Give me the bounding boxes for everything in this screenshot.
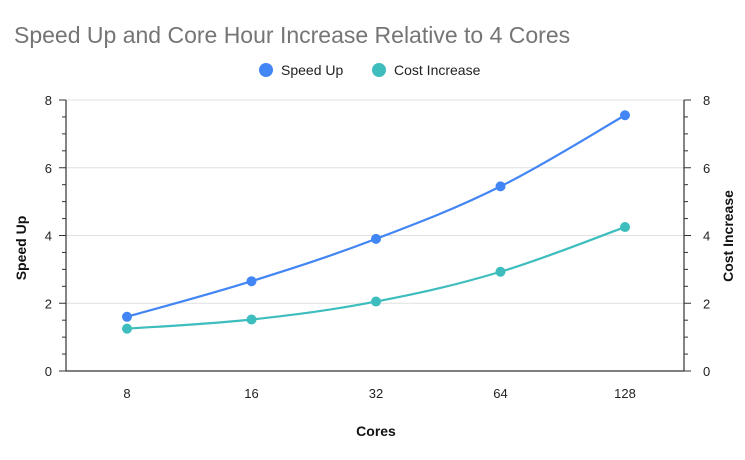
chart-title: Speed Up and Core Hour Increase Relative… — [14, 22, 570, 48]
legend-label: Speed Up — [281, 62, 343, 78]
y-axis-title-right: Cost Increase — [720, 190, 736, 282]
data-point[interactable] — [495, 266, 506, 277]
legend-item[interactable]: Speed Up — [259, 62, 343, 78]
data-point[interactable] — [495, 181, 506, 192]
y-tick-label-right: 6 — [703, 161, 710, 176]
series-cost-increase — [122, 222, 630, 334]
x-tick-label: 8 — [123, 386, 130, 401]
y-tick-label-right: 8 — [703, 93, 710, 108]
y-tick-label-left: 6 — [45, 161, 52, 176]
x-tick-label: 128 — [614, 386, 636, 401]
axes — [59, 99, 691, 372]
x-axis-title: Cores — [356, 423, 396, 439]
y-tick-label-left: 4 — [45, 229, 52, 244]
legend-item[interactable]: Cost Increase — [372, 62, 481, 78]
gridlines — [66, 99, 684, 304]
data-point[interactable] — [620, 222, 630, 233]
legend-label: Cost Increase — [394, 62, 481, 78]
data-point[interactable] — [122, 323, 132, 334]
series-line — [126, 114, 626, 318]
y-axis-title-left: Speed Up — [13, 216, 29, 281]
legend-marker — [259, 63, 273, 77]
y-tick-label-right: 4 — [703, 229, 710, 244]
y-tick-label-left: 0 — [45, 364, 52, 379]
data-point[interactable] — [246, 276, 257, 287]
y-tick-label-right: 2 — [703, 296, 710, 311]
x-tick-label: 16 — [244, 386, 258, 401]
y-tick-label-left: 2 — [45, 296, 52, 311]
data-point[interactable] — [371, 233, 381, 244]
series-speed-up — [122, 110, 630, 322]
data-point[interactable] — [122, 311, 132, 322]
x-tick-label: 64 — [493, 386, 507, 401]
x-tick-label: 32 — [369, 386, 383, 401]
data-point[interactable] — [371, 296, 381, 307]
data-point[interactable] — [246, 314, 257, 325]
legend-marker — [372, 63, 386, 77]
series-layer — [122, 110, 630, 334]
y-tick-label-left: 8 — [45, 93, 52, 108]
legend: Speed Up Cost Increase — [259, 62, 481, 78]
tick-labels: 0 0 2 2 4 4 6 6 8 8 8 16 32 64 128 — [45, 93, 710, 401]
y-tick-label-right: 0 — [703, 364, 710, 379]
data-point[interactable] — [620, 110, 630, 121]
